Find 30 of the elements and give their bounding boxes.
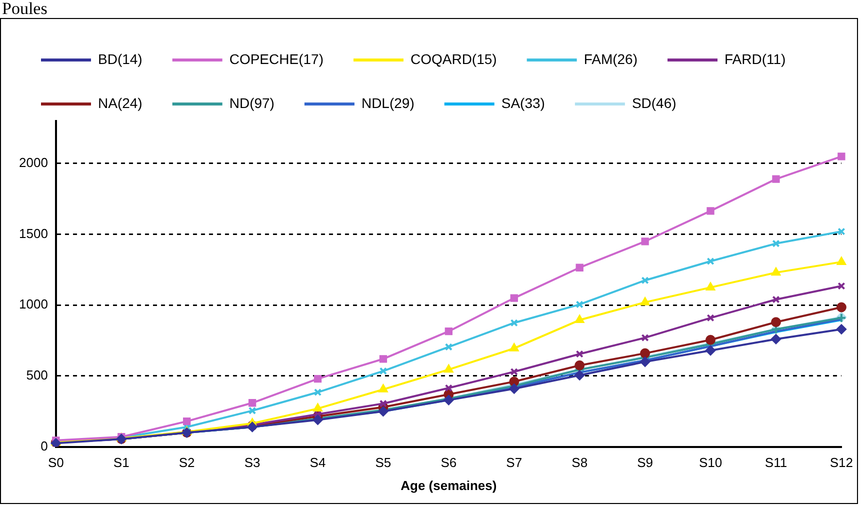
legend-label: NA(24) [98, 94, 142, 111]
x-tick-label: S5 [375, 455, 392, 470]
x-tick-label: S11 [764, 455, 788, 470]
x-tick-label: S7 [506, 455, 522, 470]
x-tick-label: S1 [113, 455, 130, 470]
legend-label: COQARD(15) [410, 50, 497, 67]
y-tick-label: 0 [40, 438, 48, 454]
x-tick-label: S9 [637, 455, 654, 470]
legend-label: FAM(26) [584, 50, 638, 67]
y-tick-label: 500 [26, 368, 48, 383]
x-tick-label: S6 [440, 455, 457, 470]
legend-label: SA(33) [501, 94, 545, 111]
x-tick-label: S2 [178, 455, 195, 470]
legend-label: NDL(29) [361, 94, 414, 111]
x-axis-title: Age (semaines) [400, 478, 497, 493]
legend-label: FARD(11) [724, 50, 786, 67]
x-tick-label: S4 [310, 455, 326, 470]
legend-label: BD(14) [98, 50, 142, 67]
x-tick-label: S10 [698, 455, 722, 470]
y-tick-label: 1000 [19, 296, 48, 312]
x-tick-label: S8 [572, 455, 588, 470]
legend-label: ND(97) [229, 94, 274, 111]
legend-label: SD(46) [632, 94, 676, 111]
x-tick-label: S12 [830, 455, 854, 470]
y-tick-label: 2000 [19, 155, 48, 170]
y-tick-label: 1500 [19, 226, 48, 241]
legend-label: COPECHE(17) [229, 50, 324, 67]
x-tick-label: S3 [244, 455, 260, 470]
x-tick-label: S0 [48, 455, 64, 470]
chart-title: Poules [1, 0, 48, 18]
